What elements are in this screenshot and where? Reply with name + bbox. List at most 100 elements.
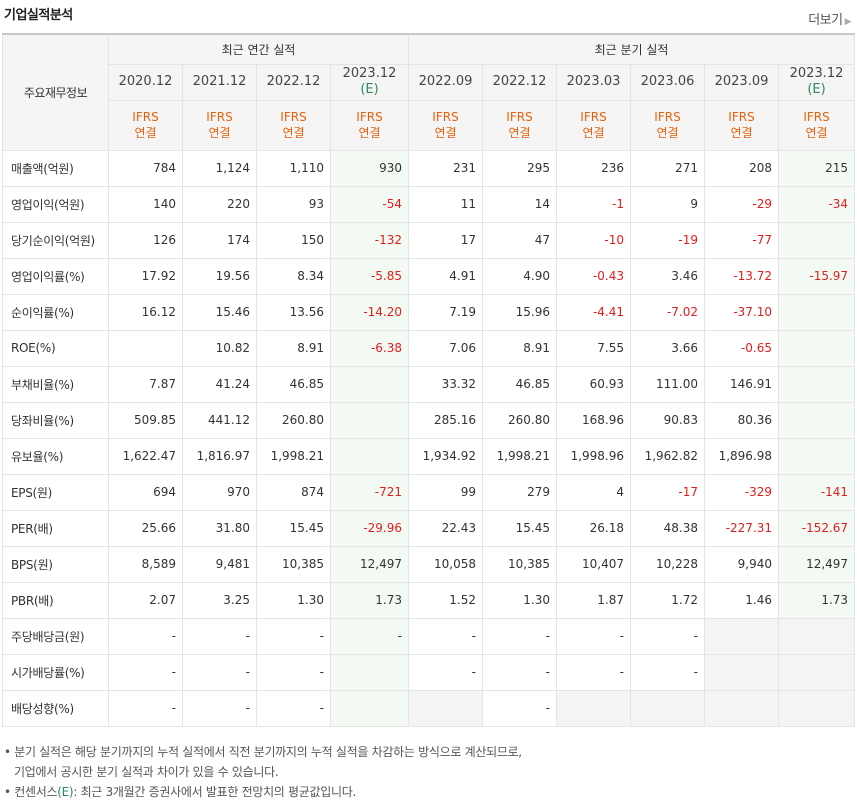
header-period: 2023.09 [704,63,779,101]
header-accounting-standard: IFRS 연결 [630,99,705,151]
table-cell: 126 [108,221,183,259]
table-cell: 236 [556,149,631,187]
row-label: 당좌비율(%) [2,401,109,439]
header-label: 주요재무정보 [2,33,109,151]
section-title: 기업실적분석 [4,8,73,23]
period-date: 2020.12 [118,74,173,89]
header-accounting-standard: IFRS 연결 [704,99,779,151]
acct-standard-label: IFRS [206,110,233,124]
table-cell: 31.80 [182,509,257,547]
table-cell: 4.91 [408,257,483,295]
table-cell: 111.00 [630,365,705,403]
table-cell: 1.73 [777,581,856,619]
table-cell: 7.19 [408,293,483,331]
table-cell [330,365,409,403]
row-label: ROE(%) [2,329,109,367]
header-accounting-standard: IFRS 연결 [408,99,483,151]
table-cell: 168.96 [556,401,631,439]
table-cell: -37.10 [704,293,779,331]
table-row: 배당성향(%) - - - - [2,689,856,727]
table-cell: 15.45 [482,509,557,547]
table-cell: 3.25 [182,581,257,619]
period-date: 2022.12 [492,74,547,89]
table-cell: 47 [482,221,557,259]
period-date: 2022.09 [418,74,473,89]
table-cell: 93 [256,185,331,223]
table-cell: 295 [482,149,557,187]
footnote-1-cont: 기업에서 공시한 분기 실적과 차이가 있을 수 있습니다. [14,765,279,779]
table-cell [777,401,856,439]
table-cell: - [256,617,331,655]
table-cell [704,689,779,727]
header-period: 2020.12 [108,63,183,101]
table-row: 영업이익(억원) 140 220 93 -54 11 14 -1 9 -29 -34 [2,185,856,223]
table-row: 시가배당률(%) - - - - - - - [2,653,856,691]
row-label: 당기순이익(억원) [2,221,109,259]
table-cell: -6.38 [330,329,409,367]
table-cell: - [408,653,483,691]
table-cell: - [482,653,557,691]
acct-standard-label: IFRS [432,110,459,124]
table-cell: 784 [108,149,183,187]
table-cell: -29 [704,185,779,223]
header-period: 2023.12 (E) [330,63,409,101]
table-cell: - [256,689,331,727]
table-cell: 1.46 [704,581,779,619]
period-date: 2021.12 [192,74,247,89]
header-accounting-standard: IFRS 연결 [330,99,409,151]
table-row: EPS(원) 694 970 874 -721 99 279 4 -17 -329 -141 [2,473,856,511]
period-date: 2023.09 [714,74,769,89]
more-link[interactable]: 더보기 ▶ [808,9,851,28]
table-cell: 33.32 [408,365,483,403]
header-accounting-standard: IFRS 연결 [777,99,856,151]
table-cell: 26.18 [556,509,631,547]
table-cell: - [108,617,183,655]
footnote-1: • 분기 실적은 해당 분기까지의 누적 실적에서 직전 분기까지의 누적 실적… [4,745,522,759]
table-cell: 9 [630,185,705,223]
table-cell: -5.85 [330,257,409,295]
table-cell: 271 [630,149,705,187]
table-cell: 15.46 [182,293,257,331]
table-cell: -141 [777,473,856,511]
table-row: PER(배) 25.66 31.80 15.45 -29.96 22.43 15.45 26.… [2,509,856,547]
table-cell [777,329,856,367]
row-label: 유보율(%) [2,437,109,475]
acct-consolidated-label: 연결 [282,126,305,140]
table-cell [777,689,856,727]
table-cell: 208 [704,149,779,187]
table-cell: 12,497 [330,545,409,583]
footnote-2: • 컨센서스(E): 최근 3개월간 증권사에서 발표한 전망치의 평균값입니다… [4,785,357,799]
table-cell: -10 [556,221,631,259]
table-cell: -4.41 [556,293,631,331]
table-cell: 10,058 [408,545,483,583]
header-accounting-standard: IFRS 연결 [182,99,257,151]
table-cell: 1,934.92 [408,437,483,475]
acct-standard-label: IFRS [280,110,307,124]
period-date: 2022.12 [266,74,321,89]
table-row: 주당배당금(원) - - - - - - - - [2,617,856,655]
table-cell: 8,589 [108,545,183,583]
table-cell [408,689,483,727]
table-row: 부채비율(%) 7.87 41.24 46.85 33.32 46.85 60.93 111.… [2,365,856,403]
acct-standard-label: IFRS [654,110,681,124]
table-cell: - [182,617,257,655]
acct-consolidated-label: 연결 [805,126,828,140]
table-cell: 8.91 [256,329,331,367]
table-cell: - [182,653,257,691]
table-cell: 1.30 [256,581,331,619]
table-cell: 17.92 [108,257,183,295]
table-cell [330,401,409,439]
row-label: 영업이익(억원) [2,185,109,223]
table-cell: -7.02 [630,293,705,331]
table-row: 유보율(%) 1,622.47 1,816.97 1,998.21 1,934.92 1,… [2,437,856,475]
period-date: 2023.12 [789,66,844,81]
table-cell: 7.06 [408,329,483,367]
table-cell: 9,940 [704,545,779,583]
row-label: EPS(원) [2,473,109,511]
table-cell: 10,385 [256,545,331,583]
table-cell: 1.87 [556,581,631,619]
table-cell: 285.16 [408,401,483,439]
table-cell: 260.80 [482,401,557,439]
row-label: 부채비율(%) [2,365,109,403]
table-cell: 694 [108,473,183,511]
